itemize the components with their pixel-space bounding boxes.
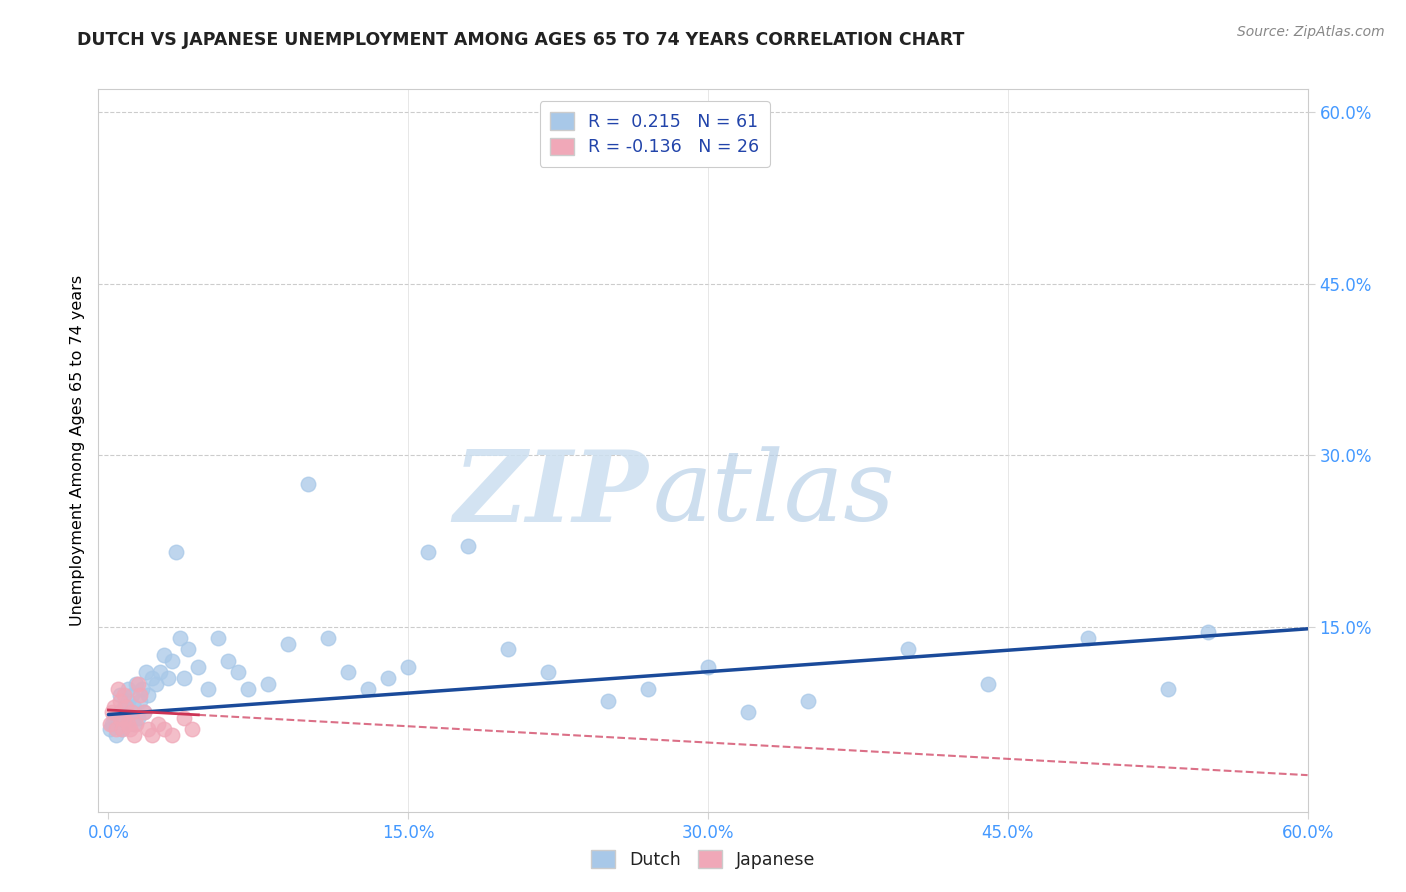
Point (1077, 631, 1099, 645)
Point (115, 699, 138, 714)
Point (418, 545, 440, 559)
Point (131, 682, 153, 697)
Point (125, 716, 148, 731)
Point (157, 671, 180, 685)
Point (124, 699, 146, 714)
Text: ZIP: ZIP (454, 446, 648, 542)
Point (537, 665, 560, 680)
Point (377, 671, 399, 685)
Point (121, 688, 143, 702)
Point (134, 705, 156, 719)
Point (110, 694, 132, 708)
Text: atlas: atlas (652, 446, 896, 541)
Point (148, 716, 170, 731)
Point (112, 688, 135, 702)
Point (110, 705, 132, 719)
Y-axis label: Unemployment Among Ages 65 to 74 years: Unemployment Among Ages 65 to 74 years (69, 275, 84, 626)
Point (101, 705, 124, 719)
Point (127, 711, 149, 725)
Point (277, 637, 299, 651)
Point (165, 545, 187, 559)
Point (103, 699, 125, 714)
Point (121, 705, 143, 719)
Text: Source: ZipAtlas.com: Source: ZipAtlas.com (1237, 25, 1385, 39)
Point (107, 713, 129, 727)
Point (125, 676, 148, 690)
Point (115, 711, 138, 725)
Point (596, 694, 619, 708)
Point (117, 694, 139, 708)
Point (897, 642, 920, 657)
Point (697, 659, 720, 673)
Point (120, 723, 142, 737)
Point (111, 723, 134, 737)
Point (238, 682, 260, 697)
Point (496, 642, 519, 657)
Point (129, 688, 152, 702)
Point (141, 728, 163, 742)
Point (117, 682, 139, 697)
Point (316, 631, 339, 645)
Point (138, 723, 160, 737)
Point (100, 716, 122, 731)
Point (1156, 682, 1178, 697)
Point (173, 711, 195, 725)
Point (135, 665, 157, 680)
Point (173, 671, 195, 685)
Point (187, 659, 209, 673)
Point (134, 705, 156, 719)
Point (737, 705, 759, 719)
Point (110, 688, 132, 702)
Point (228, 665, 250, 680)
Point (217, 654, 239, 668)
Point (357, 682, 380, 697)
Point (197, 682, 219, 697)
Point (105, 723, 128, 737)
Point (181, 723, 204, 737)
Point (138, 688, 160, 702)
Point (105, 728, 128, 742)
Point (153, 648, 176, 662)
Point (977, 676, 1000, 690)
Point (100, 723, 122, 737)
Point (112, 699, 135, 714)
Point (103, 711, 125, 725)
Point (637, 682, 659, 697)
Point (177, 642, 200, 657)
Point (257, 676, 280, 690)
Point (117, 716, 139, 731)
Point (396, 659, 419, 673)
Legend: R =  0.215   N = 61, R = -0.136   N = 26: R = 0.215 N = 61, R = -0.136 N = 26 (540, 102, 769, 167)
Point (101, 716, 124, 731)
Point (1197, 625, 1219, 640)
Point (107, 682, 129, 697)
Point (169, 631, 191, 645)
Point (297, 476, 319, 491)
Point (124, 716, 146, 731)
Point (149, 665, 172, 680)
Point (337, 665, 360, 680)
Legend: Dutch, Japanese: Dutch, Japanese (583, 844, 823, 876)
Point (127, 676, 149, 690)
Point (457, 540, 479, 554)
Point (141, 671, 163, 685)
Point (797, 694, 820, 708)
Point (120, 705, 142, 719)
Point (153, 723, 176, 737)
Point (112, 711, 135, 725)
Point (145, 676, 167, 690)
Point (111, 723, 134, 737)
Text: DUTCH VS JAPANESE UNEMPLOYMENT AMONG AGES 65 TO 74 YEARS CORRELATION CHART: DUTCH VS JAPANESE UNEMPLOYMENT AMONG AGE… (77, 31, 965, 49)
Point (129, 694, 152, 708)
Point (162, 654, 184, 668)
Point (207, 631, 229, 645)
Point (124, 728, 146, 742)
Point (110, 711, 132, 725)
Point (162, 728, 184, 742)
